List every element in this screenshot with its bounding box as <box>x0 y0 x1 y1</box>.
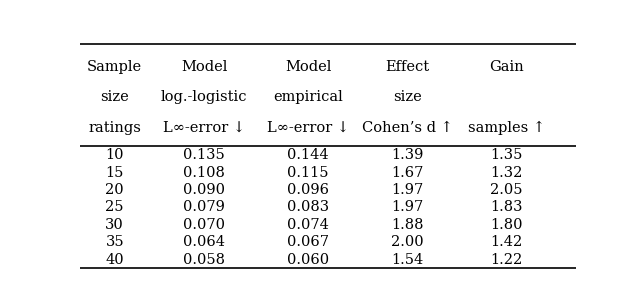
Text: empirical: empirical <box>273 90 343 104</box>
Text: Gain: Gain <box>489 60 524 74</box>
Text: log.-logistic: log.-logistic <box>161 90 247 104</box>
Text: 0.064: 0.064 <box>183 235 225 249</box>
Text: 0.058: 0.058 <box>183 253 225 267</box>
Text: ratings: ratings <box>88 121 141 135</box>
Text: 0.083: 0.083 <box>287 200 329 214</box>
Text: Sample: Sample <box>87 60 142 74</box>
Text: 1.88: 1.88 <box>391 218 424 232</box>
Text: 0.060: 0.060 <box>287 253 329 267</box>
Text: Cohen’s d ↑: Cohen’s d ↑ <box>362 121 452 135</box>
Text: 1.97: 1.97 <box>391 200 424 214</box>
Text: 0.067: 0.067 <box>287 235 329 249</box>
Text: 1.22: 1.22 <box>490 253 523 267</box>
Text: 10: 10 <box>106 148 124 162</box>
Text: 1.35: 1.35 <box>490 148 523 162</box>
Text: 0.074: 0.074 <box>287 218 329 232</box>
Text: 0.079: 0.079 <box>183 200 225 214</box>
Text: samples ↑: samples ↑ <box>468 121 545 135</box>
Text: 30: 30 <box>106 218 124 232</box>
Text: 35: 35 <box>106 235 124 249</box>
Text: 0.108: 0.108 <box>183 166 225 180</box>
Text: 1.97: 1.97 <box>391 183 424 197</box>
Text: 25: 25 <box>106 200 124 214</box>
Text: 2.00: 2.00 <box>391 235 424 249</box>
Text: Model: Model <box>285 60 332 74</box>
Text: 1.39: 1.39 <box>391 148 424 162</box>
Text: 0.144: 0.144 <box>287 148 329 162</box>
Text: L∞-error ↓: L∞-error ↓ <box>267 121 349 135</box>
Text: 1.80: 1.80 <box>490 218 523 232</box>
Text: 0.090: 0.090 <box>183 183 225 197</box>
Text: 1.42: 1.42 <box>490 235 523 249</box>
Text: 0.096: 0.096 <box>287 183 329 197</box>
Text: 1.67: 1.67 <box>391 166 424 180</box>
Text: 20: 20 <box>106 183 124 197</box>
Text: Effect: Effect <box>385 60 429 74</box>
Text: 40: 40 <box>106 253 124 267</box>
Text: Model: Model <box>181 60 227 74</box>
Text: 0.135: 0.135 <box>183 148 225 162</box>
Text: 1.83: 1.83 <box>490 200 523 214</box>
Text: size: size <box>393 90 422 104</box>
Text: 2.05: 2.05 <box>490 183 523 197</box>
Text: 1.54: 1.54 <box>391 253 424 267</box>
Text: L∞-error ↓: L∞-error ↓ <box>163 121 245 135</box>
Text: 0.070: 0.070 <box>183 218 225 232</box>
Text: 1.32: 1.32 <box>490 166 523 180</box>
Text: 0.115: 0.115 <box>287 166 329 180</box>
Text: 15: 15 <box>106 166 124 180</box>
Text: size: size <box>100 90 129 104</box>
